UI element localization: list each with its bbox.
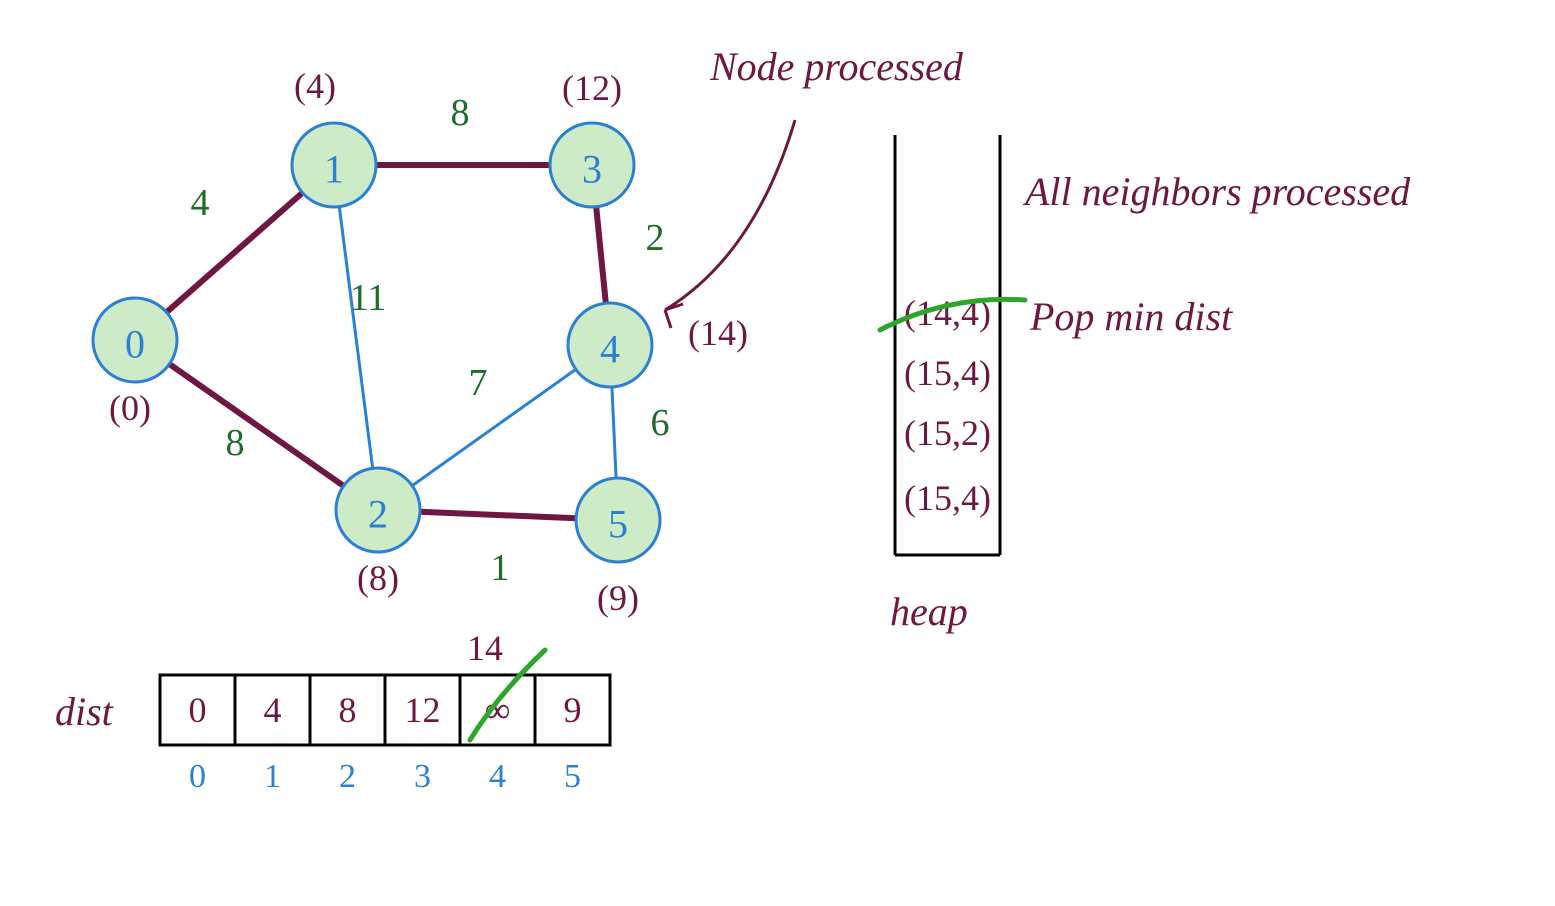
edge-weight: 8 [226, 422, 245, 464]
node-dist: (4) [294, 66, 336, 106]
dist-value: 8 [339, 690, 357, 730]
node-dist: (8) [357, 558, 399, 598]
dist-index: 1 [264, 758, 281, 795]
node-label: 1 [324, 147, 344, 192]
node-label: 3 [582, 147, 602, 192]
node-dist: (9) [597, 578, 639, 618]
edge-weight: 11 [350, 277, 387, 319]
dist-value: 0 [189, 690, 207, 730]
node-label: 5 [608, 502, 628, 547]
arrow-head [665, 304, 683, 328]
node-dist: (12) [562, 68, 622, 108]
edge-weight: 2 [646, 217, 665, 259]
edge-0-2 [135, 340, 378, 510]
edge-weight: 7 [469, 362, 488, 404]
diagram-canvas: 4 8 11 8 2 7 1 6 0 (0) 1 (4) 2 (8) 3 (12) 4 (14) 5 (9) Node … [0, 0, 1555, 906]
dist-index: 0 [189, 758, 206, 795]
dist-value: 12 [405, 690, 441, 730]
heap-item: (15,2) [904, 413, 991, 453]
dist-value: 9 [564, 690, 582, 730]
node-dist: (0) [109, 388, 151, 428]
dist-index: 3 [414, 758, 431, 795]
dist-index: 5 [564, 758, 581, 795]
dist-value: 4 [264, 690, 282, 730]
node-dist: (14) [688, 313, 748, 353]
dist-index: 2 [339, 758, 356, 795]
edge-weight: 8 [451, 92, 470, 134]
node-label: 4 [600, 327, 620, 372]
dist-update-value: 14 [467, 628, 503, 668]
heap-item: (15,4) [904, 478, 991, 518]
dist-array-label: dist [55, 689, 114, 734]
edge-1-2 [334, 165, 378, 510]
edge-weight: 1 [491, 547, 510, 589]
node-label: 2 [368, 492, 388, 537]
heap-label: heap [890, 589, 968, 634]
heap-item: (15,4) [904, 353, 991, 393]
node-label: 0 [125, 322, 145, 367]
arrow-to-node [665, 120, 795, 310]
dist-index: 4 [489, 758, 506, 795]
edge-weight: 6 [651, 402, 670, 444]
edge-weight: 4 [191, 182, 210, 224]
annotation-node-processed: Node processed [709, 44, 964, 89]
annotation-all-neighbors: All neighbors processed [1022, 169, 1411, 214]
annotation-pop-min: Pop min dist [1029, 294, 1233, 339]
